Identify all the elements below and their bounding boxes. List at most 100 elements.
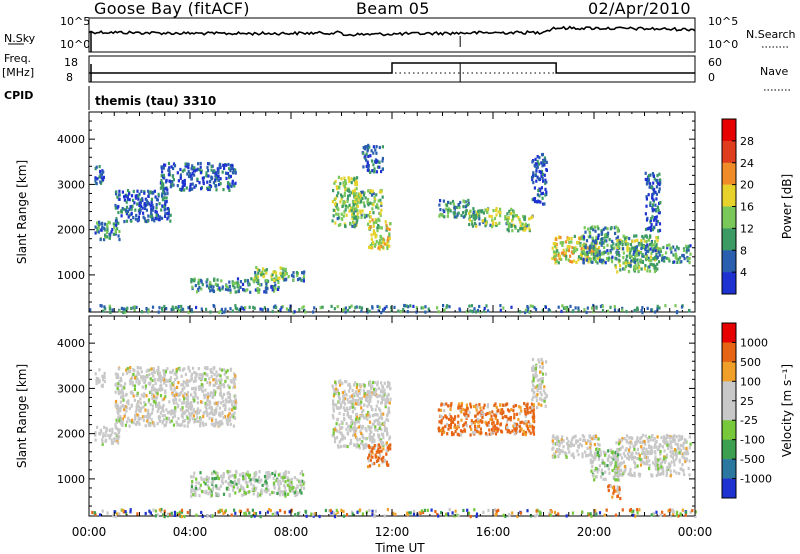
power-cell [632, 252, 635, 256]
power-cell [158, 218, 161, 222]
power-cell [232, 282, 235, 286]
power-cell [151, 305, 155, 309]
power-cell [217, 178, 220, 182]
power-cell [134, 217, 137, 221]
power-cell [386, 246, 389, 250]
power-cell [146, 219, 149, 223]
velocity-cell [518, 425, 521, 429]
power-cell [513, 214, 516, 218]
velocity-cell [493, 428, 496, 432]
velocity-cell [302, 473, 305, 477]
power-cell [440, 213, 444, 217]
velocity-cell [373, 461, 376, 466]
velocity-cell [470, 422, 473, 426]
power-cell [234, 170, 237, 174]
power-cell [661, 256, 664, 260]
velocity-cell [370, 385, 373, 389]
power-cell [363, 191, 366, 195]
velocity-cell [117, 430, 120, 434]
power-cell [455, 215, 458, 219]
velocity-cell [568, 450, 571, 454]
power-cell [117, 204, 120, 209]
velocity-cell [132, 368, 135, 372]
power-cell [615, 252, 618, 256]
velocity-cell [494, 426, 497, 430]
power-cell [154, 209, 157, 214]
power-cell [657, 229, 660, 233]
power-ylabel: Slant Range [km] [15, 160, 29, 264]
velocity-cell [551, 435, 554, 439]
velocity-cell [220, 368, 224, 372]
velocity-cell [282, 479, 285, 483]
velocity-cell [223, 415, 227, 419]
velocity-cell [190, 401, 193, 405]
velocity-cell [599, 453, 602, 457]
velocity-cell [201, 389, 204, 393]
power-cell [355, 187, 358, 191]
velocity-cell [136, 371, 139, 375]
velocity-cell [536, 384, 539, 388]
power-cell [254, 278, 257, 282]
velocity-cell [337, 406, 340, 410]
velocity-cell [380, 417, 384, 421]
velocity-cell [534, 372, 537, 376]
velocity-cell [370, 450, 373, 454]
power-cell [161, 306, 164, 310]
power-cell [357, 198, 360, 202]
power-cell [603, 250, 606, 254]
power-cell [658, 253, 661, 257]
velocity-cell [225, 400, 228, 404]
power-cell [648, 185, 651, 189]
velocity-cell [172, 423, 176, 427]
velocity-cell [500, 430, 504, 434]
power-cell [139, 200, 142, 205]
velocity-cell [205, 477, 209, 481]
power-cell [478, 217, 481, 221]
power-cell [484, 208, 487, 212]
power-cell [641, 306, 644, 310]
velocity-cell [152, 400, 155, 404]
power-cell [363, 213, 366, 217]
power-cell [590, 252, 593, 256]
velocity-cell [207, 479, 210, 483]
velocity-cell [366, 390, 369, 394]
velocity-cell [381, 432, 384, 436]
power-cell [644, 248, 647, 252]
power-cell [373, 199, 376, 203]
velocity-cell [115, 418, 118, 422]
velocity-cell [525, 404, 528, 408]
velocity-cell [194, 486, 197, 491]
velocity-cell [378, 453, 381, 457]
velocity-cell [339, 445, 342, 449]
power-cell [645, 204, 648, 208]
power-cell [348, 203, 351, 207]
power-cell [644, 234, 647, 238]
power-cell [225, 171, 228, 175]
velocity-cell [443, 430, 446, 434]
power-cell [351, 200, 355, 204]
velocity-cell [210, 481, 213, 485]
power-cell [373, 220, 377, 224]
power-cell [675, 257, 678, 261]
power-cell [108, 304, 111, 308]
velocity-cell [591, 459, 594, 463]
power-cell [367, 203, 370, 207]
power-cell [343, 307, 346, 311]
power-cell [161, 192, 164, 196]
velocity-cell [232, 400, 235, 404]
power-cell [489, 223, 492, 227]
velocity-cell [448, 412, 451, 416]
power-cell [341, 195, 344, 199]
power-cell [354, 179, 358, 183]
velocity-cell [570, 442, 573, 446]
power-cell [462, 205, 465, 209]
power-cell [449, 209, 452, 213]
velocity-cell [117, 382, 120, 386]
velocity-cell [215, 409, 218, 413]
velocity-cell [380, 428, 383, 432]
velocity-cell [532, 373, 535, 377]
velocity-cell [366, 395, 369, 400]
power-cell [601, 304, 604, 308]
power-cell [366, 162, 369, 166]
velocity-cell [198, 494, 201, 498]
